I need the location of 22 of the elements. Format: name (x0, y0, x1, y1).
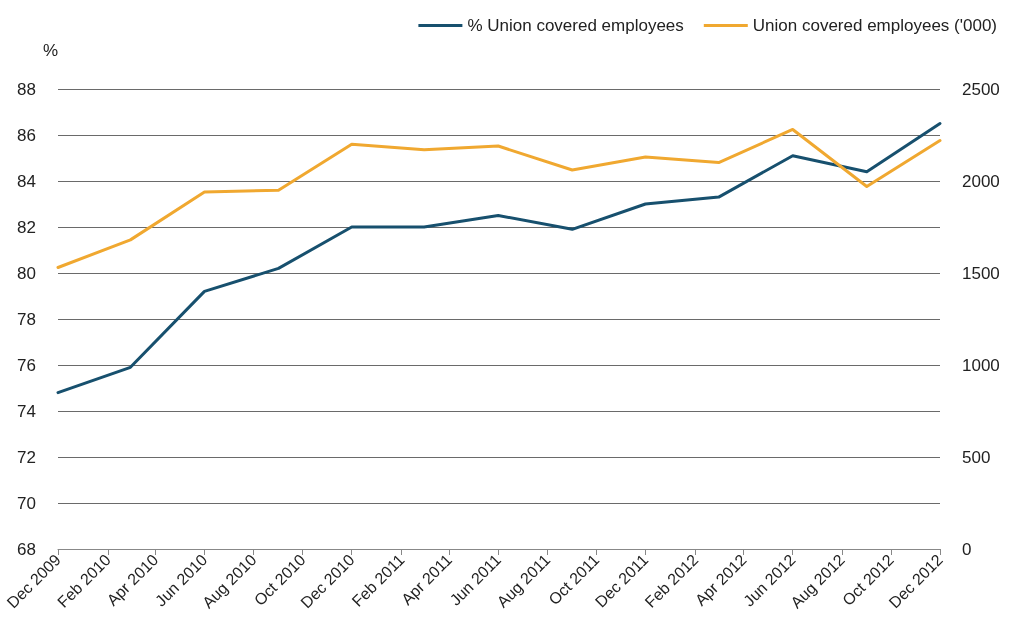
y-axis-title: % (42, 41, 58, 60)
legend-label: % Union covered employees (467, 16, 684, 35)
y2-tick-label: 500 (962, 447, 991, 467)
line-series (56, 127, 942, 269)
line-series (56, 122, 942, 395)
y-tick-label: 74 (17, 401, 36, 421)
y-tick-label: 80 (17, 263, 36, 283)
y-tick-label: 84 (17, 171, 36, 191)
y2-tick-label: 0 (962, 539, 972, 559)
y-tick-label: 76 (17, 355, 36, 375)
y-tick-label: 86 (17, 125, 36, 145)
y-tick-label: 68 (17, 539, 36, 559)
y2-tick-label: 1500 (962, 263, 1000, 283)
legend-label: Union covered employees ('000) (752, 16, 998, 35)
y2-tick-label: 2500 (962, 79, 1000, 99)
y-tick-label: 82 (17, 217, 36, 237)
y-tick-label: 70 (17, 493, 36, 513)
y-tick-label: 72 (17, 447, 36, 467)
y-tick-label: 78 (17, 309, 36, 329)
y2-tick-label: 1000 (962, 355, 1000, 375)
y2-tick-label: 2000 (962, 171, 1000, 191)
y-tick-label: 88 (17, 79, 36, 99)
